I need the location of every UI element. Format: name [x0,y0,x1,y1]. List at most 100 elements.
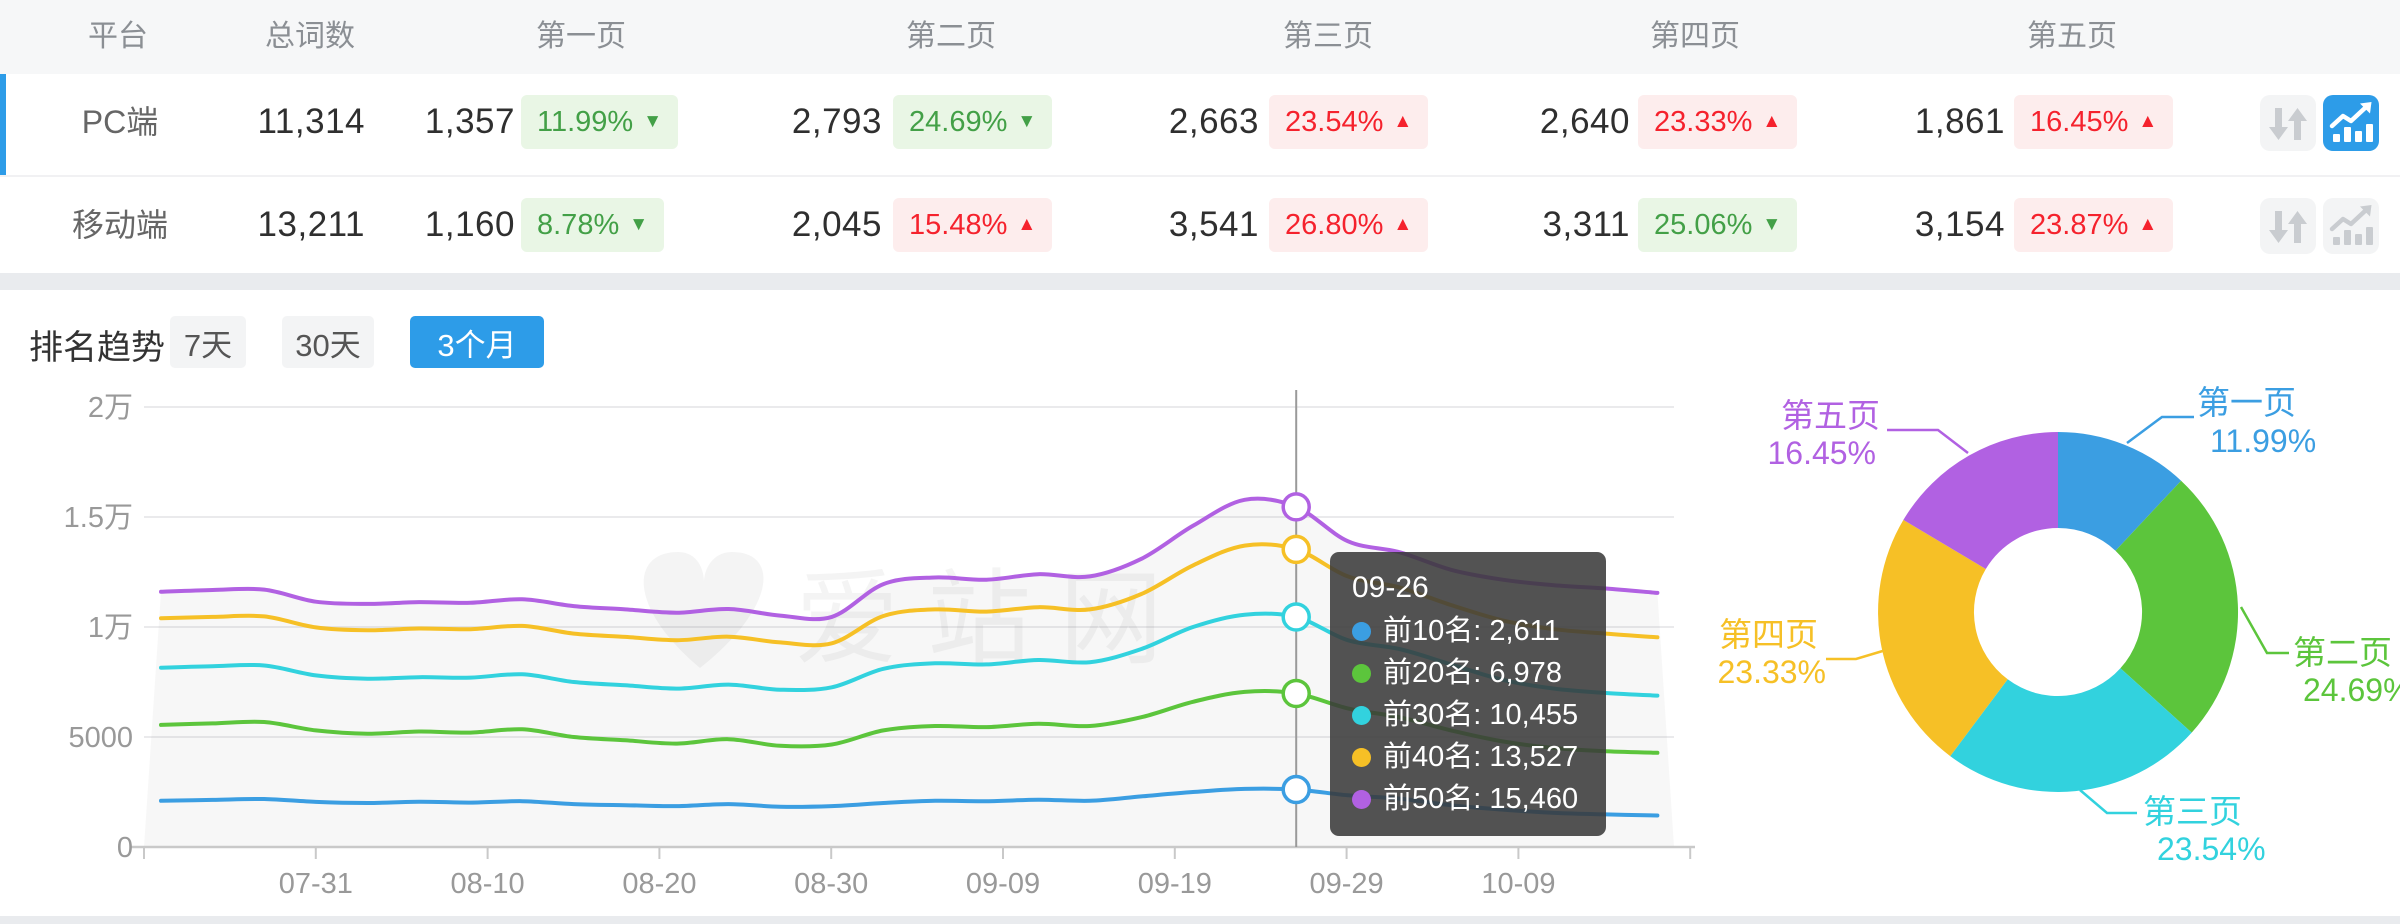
y-tick-label: 2万 [88,392,133,424]
table-row-2[interactable]: 移动端 13,211 1,160 8.78% ▼ 2,045 15.48% ▲ 3,541 26.… [0,175,2400,273]
tooltip-row-text: 前20名: 6,978 [1383,657,1562,689]
donut-pct-第五页: 16.45% [1767,435,1876,471]
donut-slice-第五页[interactable] [1903,432,2058,569]
series-dot-icon [1352,789,1371,809]
y-tick-label: 5000 [68,722,133,754]
down-triangle-icon: ▼ [1762,214,1782,235]
show-trend-chart-button[interactable] [2323,95,2379,151]
page4-change-badge: 25.06% ▼ [1638,198,1798,252]
y-tick-label: 0 [117,832,133,864]
donut-label-第五页: 第五页 [1781,397,1880,434]
range-tab-30天[interactable]: 30天 [282,316,374,368]
donut-slice-第三页[interactable] [1950,668,2192,793]
hover-marker-前20名 [1281,678,1311,709]
tooltip-row: 前50名: 15,460 [1352,778,1584,820]
donut-slice-第二页[interactable] [2115,480,2239,733]
platform-label: PC端 [81,104,159,140]
table-row-1[interactable]: PC端 11,314 1,357 11.99% ▼ 2,793 24.69% ▼ 2,663 23… [0,74,2400,175]
trend-section: 排名趋势 7天 30天 3个月 爱站网 07-31 08-10 08-20 08-30 09-… [0,290,2400,916]
column-header-5: 第三页 [1283,20,1373,53]
up-triangle-icon: ▲ [2138,214,2158,235]
page3-change-badge: 26.80% ▲ [1269,198,1429,252]
x-tick-label: 08-30 [794,868,868,900]
page2-count: 2,793 [791,102,882,141]
donut-label-第四页: 第四页 [1719,616,1818,653]
page4-count: 3,311 [1542,205,1630,244]
donut-slice-第一页[interactable] [2058,432,2182,551]
hover-marker-前30名 [1281,602,1311,632]
tooltip-row-text: 前10名: 2,611 [1383,615,1560,647]
label-connector [1887,428,1969,454]
up-triangle-icon: ▲ [1762,111,1782,132]
area-fill [144,498,1674,847]
tooltip-row-text: 前40名: 13,527 [1383,741,1579,773]
hover-marker-前10名 [1281,774,1311,805]
page5-change-badge: 23.87% ▲ [2014,198,2174,252]
total-words-value: 13,211 [257,205,365,244]
x-tick-label: 07-31 [279,868,353,900]
table-header-row: 平台 总词数 第一页 第二页 第三页 第四页 第五页 [0,0,2400,75]
down-triangle-icon: ▼ [629,214,649,235]
page1-change-badge: 8.78% ▼ [521,198,665,252]
page5-count: 1,861 [1914,102,2005,141]
label-connector [2239,606,2289,655]
tooltip-row: 前40名: 13,527 [1352,736,1584,778]
column-header-4: 第二页 [906,20,996,53]
x-tick-label: 08-10 [451,868,525,900]
label-connector [1826,648,1887,661]
series-dot-icon [1352,747,1371,767]
x-tick-label: 09-09 [966,868,1040,900]
tooltip-row-text: 前50名: 15,460 [1383,783,1579,815]
donut-pct-第一页: 11.99% [2210,423,2316,459]
column-header-1: 平台 [88,20,148,53]
x-tick-label: 08-20 [622,868,696,900]
down-triangle-icon: ▼ [1017,111,1037,132]
range-tab-7天[interactable]: 7天 [170,316,246,368]
column-header-6: 第四页 [1650,20,1740,53]
series-dot-icon [1352,705,1371,725]
x-tick-label: 09-19 [1138,868,1212,900]
chart-tooltip: 09-26 前10名: 2,611 前20名: 6,978 前30名: 10,455… [1330,552,1606,836]
total-words-value: 11,314 [257,102,365,141]
page4-change-badge: 23.33% ▲ [1638,95,1798,149]
page1-count: 1,357 [424,102,515,141]
x-tick-label: 09-29 [1310,868,1384,900]
up-triangle-icon: ▲ [2138,111,2158,132]
range-tab-3个月[interactable]: 3个月 [410,316,544,368]
up-triangle-icon: ▲ [1393,214,1413,235]
tooltip-row-text: 前30名: 10,455 [1383,699,1579,731]
page3-change-badge: 23.54% ▲ [1269,95,1429,149]
donut-pct-第二页: 24.69% [2303,672,2400,708]
donut-pct-第四页: 23.33% [1717,654,1826,690]
series-dot-icon [1352,663,1371,683]
tooltip-row: 前30名: 10,455 [1352,694,1584,736]
donut-label-第一页: 第一页 [2197,384,2296,421]
tooltip-row: 前20名: 6,978 [1352,652,1584,694]
up-triangle-icon: ▲ [1017,214,1037,235]
sort-button[interactable] [2260,95,2316,151]
show-trend-chart-button[interactable] [2323,198,2379,254]
page2-change-badge: 24.69% ▼ [893,95,1053,149]
page5-change-badge: 16.45% ▲ [2014,95,2174,149]
active-row-indicator [0,74,6,175]
page4-count: 2,640 [1539,102,1630,141]
column-header-3: 第一页 [536,20,626,53]
page1-change-badge: 11.99% ▼ [521,95,679,149]
page2-change-badge: 15.48% ▲ [893,198,1053,252]
series-dot-icon [1352,621,1371,641]
donut-label-第二页: 第二页 [2293,634,2392,671]
down-triangle-icon: ▼ [643,111,663,132]
trend-section-title: 排名趋势 [29,329,165,367]
donut-slice-第四页[interactable] [1878,519,2008,757]
column-header-7: 第五页 [2027,20,2117,53]
hover-marker-前40名 [1281,534,1311,565]
y-tick-label: 1.5万 [64,502,133,534]
hover-marker-前50名 [1281,492,1311,522]
x-tick-label: 10-09 [1481,868,1555,900]
sort-button[interactable] [2260,198,2316,254]
tooltip-row: 前10名: 2,611 [1352,610,1584,652]
page1-count: 1,160 [424,205,515,244]
